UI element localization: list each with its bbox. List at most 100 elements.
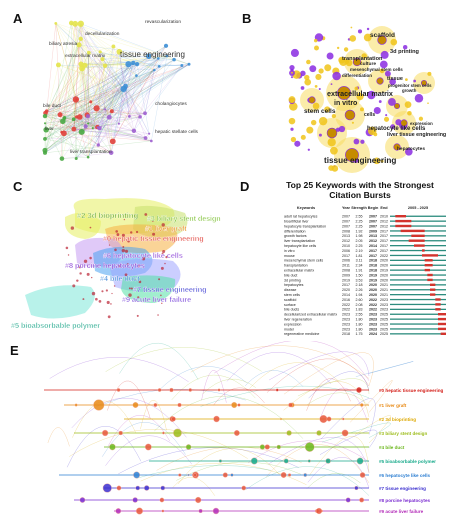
network-edge bbox=[73, 64, 190, 130]
timeline-node bbox=[354, 485, 359, 491]
burst-begin: 2023 bbox=[369, 322, 377, 326]
cluster-dot bbox=[151, 219, 154, 222]
header-strength: Strength bbox=[351, 206, 367, 210]
cluster-dot bbox=[72, 284, 76, 288]
keyword-node bbox=[404, 147, 413, 156]
network-edge bbox=[44, 115, 74, 130]
keyword-node bbox=[318, 116, 328, 126]
network-edge bbox=[44, 115, 65, 134]
burst-keyword: 3d printing bbox=[284, 278, 301, 282]
keyword-node bbox=[390, 38, 398, 46]
network-edge bbox=[55, 23, 77, 100]
network-edge bbox=[125, 88, 150, 134]
network-edge bbox=[73, 64, 190, 130]
network-node bbox=[143, 111, 147, 116]
cluster-dot bbox=[122, 246, 125, 248]
panel-e-arcs bbox=[47, 341, 414, 496]
network-node bbox=[187, 62, 191, 66]
timeline-node bbox=[316, 430, 322, 436]
burst-year: 2023 bbox=[342, 318, 350, 322]
network-edge bbox=[62, 62, 134, 122]
network-edge bbox=[81, 69, 155, 132]
network-edge bbox=[75, 62, 134, 100]
burst-end: 2021 bbox=[380, 293, 388, 297]
timeline-node bbox=[280, 472, 287, 478]
cluster-dot bbox=[110, 303, 112, 305]
network-node bbox=[43, 150, 47, 155]
cluster-dot bbox=[105, 289, 108, 292]
cluster-dot bbox=[78, 265, 82, 269]
network-edge bbox=[61, 117, 65, 159]
network-edge bbox=[63, 64, 138, 134]
timeline-node bbox=[241, 485, 247, 491]
network-edge bbox=[45, 112, 112, 153]
burst-row: regenerative medicine 2018 1.75 2024 2025 bbox=[284, 332, 446, 336]
citation-arc bbox=[107, 415, 170, 447]
network-node bbox=[157, 64, 161, 68]
cluster-label: #1 liver graft bbox=[145, 226, 187, 233]
timeline-node bbox=[135, 485, 140, 491]
citation-arc bbox=[245, 370, 304, 387]
network-edge bbox=[71, 22, 77, 159]
keyword-label: culture bbox=[360, 61, 376, 67]
network-edge bbox=[59, 51, 120, 115]
network-node bbox=[76, 114, 83, 120]
timeline-node bbox=[173, 428, 182, 438]
burst-row: liver transplantation 2012 2.05 2012 2017 bbox=[284, 239, 446, 243]
network-edge bbox=[44, 133, 150, 140]
keyword-node bbox=[390, 124, 396, 130]
burst-baseline bbox=[390, 274, 446, 276]
keyword-node bbox=[427, 102, 429, 105]
burst-baseline bbox=[390, 323, 446, 325]
network-edge bbox=[79, 44, 141, 117]
timeline-node bbox=[237, 403, 241, 407]
network-edge bbox=[125, 85, 130, 117]
burst-bar bbox=[408, 239, 425, 242]
burst-end: 2010 bbox=[380, 215, 388, 219]
network-edge bbox=[98, 56, 149, 146]
network-edge bbox=[44, 99, 77, 139]
timeline-node bbox=[345, 497, 351, 503]
burst-year: 2012 bbox=[342, 239, 350, 243]
timeline-node bbox=[102, 429, 109, 437]
legend-item: #4 bile duct bbox=[379, 445, 405, 450]
network-node bbox=[62, 116, 66, 120]
network-edge bbox=[90, 51, 120, 102]
keyword-node bbox=[367, 126, 377, 136]
network-edge bbox=[76, 69, 155, 159]
network-edge bbox=[55, 23, 135, 131]
burst-keyword: mouse bbox=[284, 254, 295, 258]
panel-b-label: B bbox=[242, 11, 251, 26]
network-edge bbox=[44, 123, 74, 130]
network-edge bbox=[111, 64, 190, 112]
network-edge bbox=[44, 123, 89, 158]
timeline-node bbox=[217, 388, 221, 392]
keyword-node bbox=[304, 78, 312, 86]
burst-baseline bbox=[390, 279, 446, 281]
burst-strength: 2.55 bbox=[356, 215, 363, 219]
timeline-node bbox=[143, 485, 150, 491]
burst-row: liver regeneration 2023 1.80 2023 2025 bbox=[284, 318, 446, 322]
network-edge bbox=[88, 111, 112, 124]
burst-bar bbox=[424, 259, 433, 262]
burst-row: scaffold 2016 2.60 2022 2023 bbox=[284, 298, 446, 302]
network-edge bbox=[88, 111, 112, 124]
network-edge bbox=[76, 59, 103, 118]
network-edge bbox=[62, 64, 82, 122]
keyword-node bbox=[313, 38, 318, 43]
network-edge bbox=[118, 85, 126, 124]
network-edge bbox=[129, 59, 175, 117]
network-edge bbox=[80, 64, 135, 131]
burst-keyword: surface bbox=[284, 303, 296, 307]
burst-bar bbox=[430, 293, 436, 296]
cluster-dot bbox=[65, 246, 69, 250]
network-edge bbox=[119, 51, 124, 89]
network-node bbox=[43, 127, 49, 133]
citation-arc bbox=[72, 400, 137, 438]
network-edge bbox=[76, 99, 93, 129]
timeline-node bbox=[115, 508, 122, 514]
burst-end: 2023 bbox=[380, 303, 388, 307]
network-edge bbox=[45, 112, 65, 134]
network-edge bbox=[80, 23, 141, 117]
network-edge bbox=[81, 68, 89, 117]
